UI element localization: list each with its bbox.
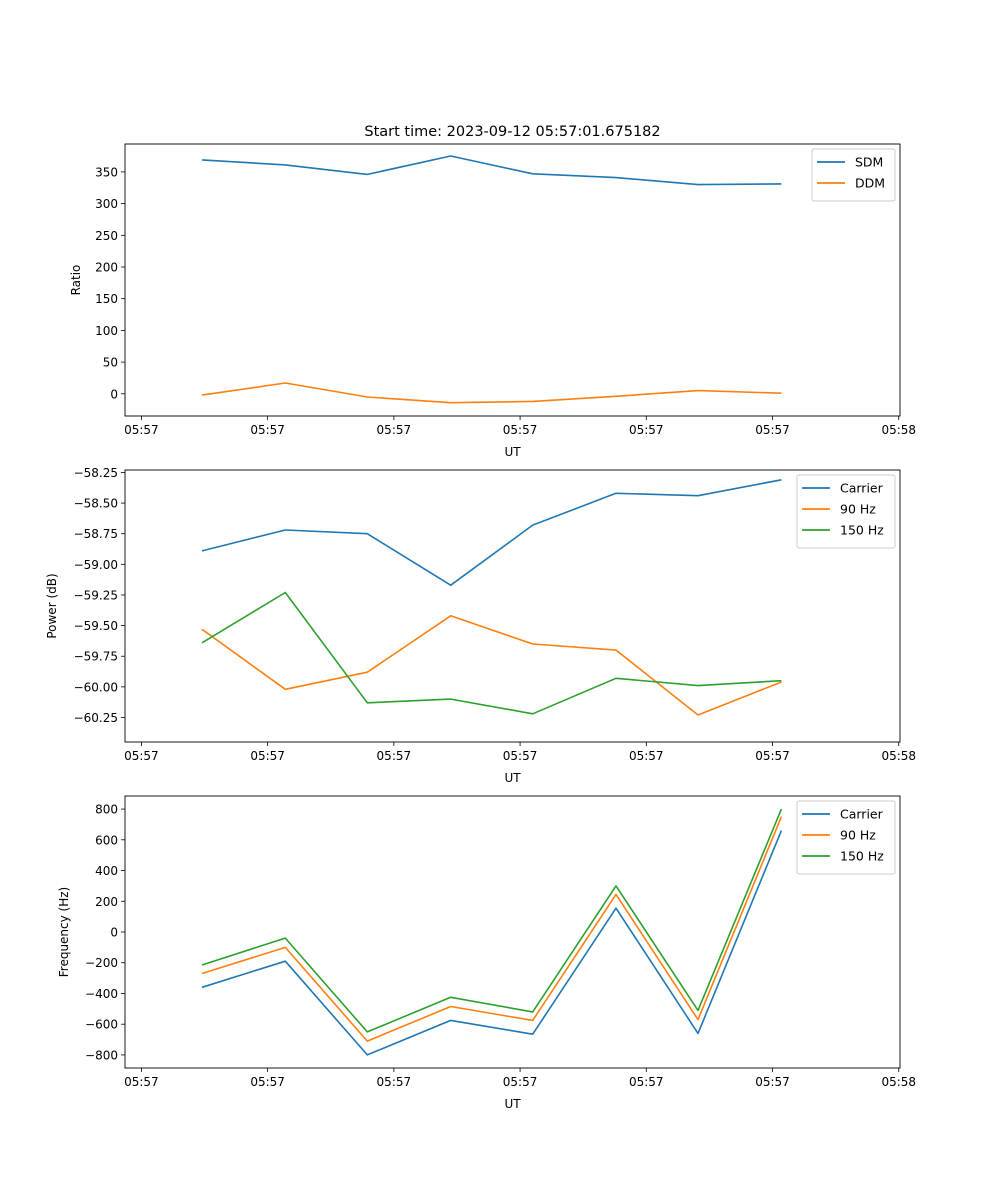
legend-label: 150 Hz xyxy=(840,523,884,538)
x-tick-label: 05:57 xyxy=(629,1075,664,1089)
x-tick-label: 05:57 xyxy=(124,749,159,763)
axes-frame xyxy=(124,795,901,1069)
legend: Carrier 90 Hz 150 Hz xyxy=(796,800,896,875)
subplot-3: 05:57 05:57 05:57 05:57 05:57 05:57 05:58 −800 −… xyxy=(57,795,916,1111)
y-tick-label: −59.25 xyxy=(74,588,118,602)
legend-label: DDM xyxy=(855,176,885,191)
y-tick-label: 200 xyxy=(95,261,118,275)
x-tick-label: 05:57 xyxy=(629,423,664,437)
y-tick-label: 800 xyxy=(95,803,118,817)
x-tick-label: 05:57 xyxy=(250,749,285,763)
y-tick-label: 250 xyxy=(95,229,118,243)
y-tick-label: −59.50 xyxy=(74,619,118,633)
y-tick-label: −58.25 xyxy=(74,466,118,480)
y-tick-label: −600 xyxy=(85,1018,118,1032)
legend-label: 90 Hz xyxy=(840,828,876,843)
y-axis-label: Ratio xyxy=(69,265,83,296)
y-tick-label: 0 xyxy=(110,387,118,401)
x-tick-label: 05:57 xyxy=(377,749,412,763)
legend-label: 90 Hz xyxy=(840,502,876,517)
series-line-90-hz xyxy=(201,614,782,716)
series-line-150-hz xyxy=(201,808,783,1033)
y-tick-label: −59.75 xyxy=(74,650,118,664)
legend-label: Carrier xyxy=(840,807,884,822)
legend-label: 150 Hz xyxy=(840,849,884,864)
x-tick-label: 05:57 xyxy=(124,423,159,437)
series-line-ddm xyxy=(201,382,782,404)
x-tick-label: 05:58 xyxy=(881,1075,916,1089)
series-line-150-hz xyxy=(201,591,782,715)
series-line-sdm xyxy=(201,155,782,186)
axes-frame xyxy=(124,143,901,417)
x-tick-label: 05:57 xyxy=(503,1075,538,1089)
x-tick-label: 05:57 xyxy=(503,423,538,437)
legend: Carrier 90 Hz 150 Hz xyxy=(796,474,896,549)
subplot-1: 05:57 05:57 05:57 05:57 05:57 05:57 05:58 0 50 10… xyxy=(69,143,916,459)
x-tick-label: 05:57 xyxy=(629,749,664,763)
x-tick-label: 05:57 xyxy=(755,749,790,763)
y-tick-label: 50 xyxy=(103,356,118,370)
y-tick-label: 300 xyxy=(95,197,118,211)
series-line-carrier xyxy=(201,479,782,587)
x-tick-label: 05:57 xyxy=(377,1075,412,1089)
y-tick-label: 100 xyxy=(95,324,118,338)
y-tick-label: 600 xyxy=(95,833,118,847)
x-tick-label: 05:57 xyxy=(250,423,285,437)
x-tick-label: 05:57 xyxy=(124,1075,159,1089)
x-tick-label: 05:57 xyxy=(377,423,412,437)
y-axis-label: Power (dB) xyxy=(45,573,59,638)
x-tick-label: 05:57 xyxy=(250,1075,285,1089)
series-line-carrier xyxy=(201,830,783,1056)
y-tick-label: 400 xyxy=(95,864,118,878)
subplot-2: 05:57 05:57 05:57 05:57 05:57 05:57 05:58 −60.2… xyxy=(45,466,916,785)
y-tick-label: −200 xyxy=(85,956,118,970)
y-tick-label: 200 xyxy=(95,895,118,909)
y-tick-label: −800 xyxy=(85,1048,118,1062)
series-line-90-hz xyxy=(201,816,783,1042)
x-tick-label: 05:57 xyxy=(503,749,538,763)
legend-label: SDM xyxy=(855,155,883,170)
x-tick-label: 05:58 xyxy=(881,749,916,763)
y-axis-label: Frequency (Hz) xyxy=(57,887,71,978)
x-tick-label: 05:58 xyxy=(881,423,916,437)
figure-title: Start time: 2023-09-12 05:57:01.675182 xyxy=(364,124,660,140)
legend-label: Carrier xyxy=(840,481,884,496)
y-tick-label: −400 xyxy=(85,987,118,1001)
x-axis-label: UT xyxy=(504,445,521,459)
x-axis-label: UT xyxy=(504,1097,521,1111)
x-tick-label: 05:57 xyxy=(755,423,790,437)
y-tick-label: −60.25 xyxy=(74,711,118,725)
x-axis-label: UT xyxy=(504,771,521,785)
y-tick-label: −59.00 xyxy=(74,558,118,572)
legend: SDM DDM xyxy=(811,148,896,202)
y-tick-label: −60.00 xyxy=(74,680,118,694)
y-tick-label: 350 xyxy=(95,165,118,179)
x-tick-label: 05:57 xyxy=(755,1075,790,1089)
axes-frame xyxy=(124,469,901,743)
y-tick-label: −58.75 xyxy=(74,527,118,541)
y-tick-label: 0 xyxy=(110,926,118,940)
y-tick-label: −58.50 xyxy=(74,497,118,511)
y-tick-label: 150 xyxy=(95,292,118,306)
